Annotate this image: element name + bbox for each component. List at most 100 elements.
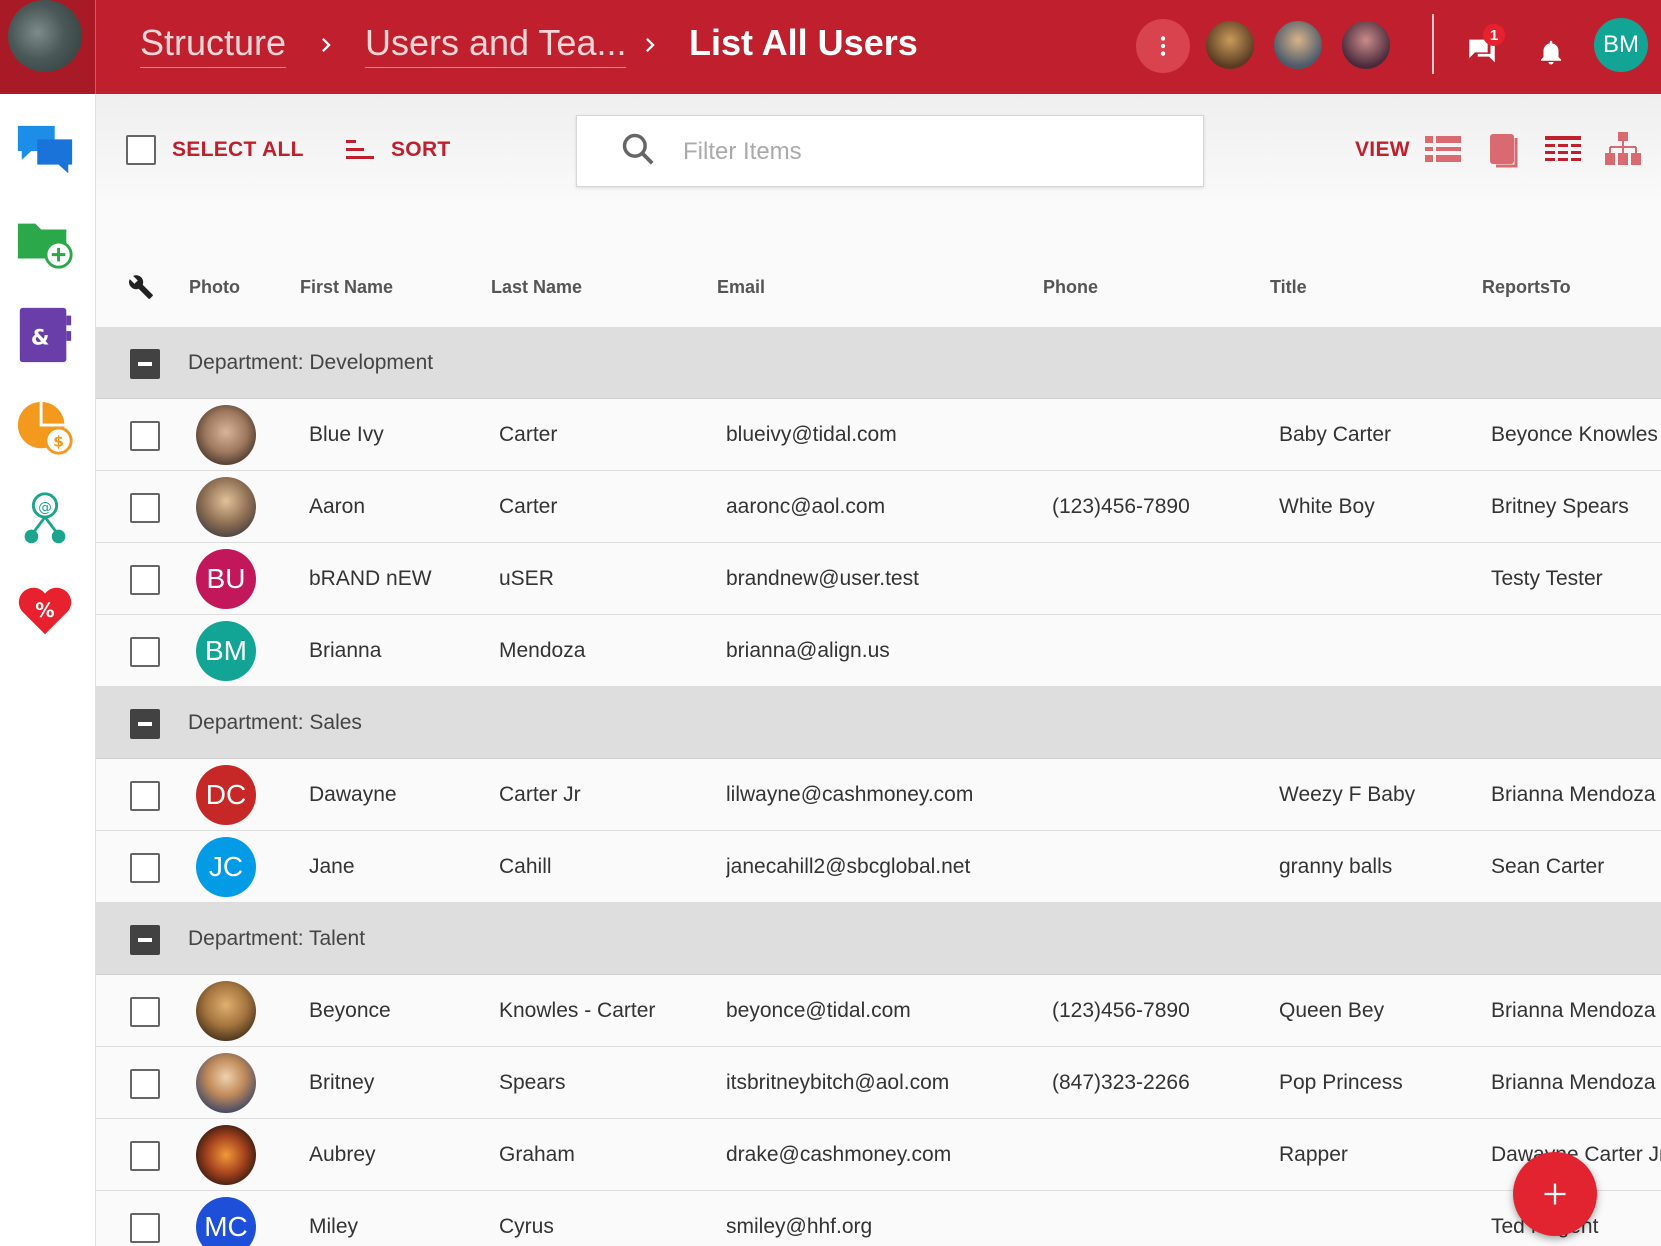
sort-icon[interactable] xyxy=(346,138,376,162)
cell-title: Rapper xyxy=(1279,1143,1348,1166)
list-view-icon[interactable] xyxy=(1423,130,1463,170)
collaborator-avatar[interactable] xyxy=(1204,19,1256,71)
filter-input[interactable] xyxy=(683,134,1163,170)
user-avatar[interactable]: BM xyxy=(1594,18,1648,72)
plus-icon xyxy=(1544,1183,1566,1205)
table-row[interactable]: Britney Spears itsbritneybitch@aol.com (… xyxy=(96,1047,1661,1119)
user-initials-avatar: BU xyxy=(196,549,256,609)
row-checkbox[interactable] xyxy=(130,493,160,523)
cell-reports-to: Beyonce Knowles - xyxy=(1491,423,1661,446)
collapse-group-icon[interactable] xyxy=(130,349,160,379)
table-row[interactable]: DC Dawayne Carter Jr lilwayne@cashmoney.… xyxy=(96,759,1661,831)
table-row[interactable]: BM Brianna Mendoza brianna@align.us xyxy=(96,615,1661,687)
table-row[interactable]: MC Miley Cyrus smiley@hhf.org Ted Nugent xyxy=(96,1191,1661,1246)
table-row[interactable]: Beyonce Knowles - Carter beyonce@tidal.c… xyxy=(96,975,1661,1047)
chat-bubbles-icon[interactable] xyxy=(14,120,76,182)
collaborator-avatar[interactable] xyxy=(1340,19,1392,71)
row-checkbox[interactable] xyxy=(130,1141,160,1171)
user-photo xyxy=(196,405,256,465)
row-checkbox[interactable] xyxy=(130,1213,160,1243)
cell-last-name: Knowles - Carter xyxy=(499,999,656,1022)
column-header-phone[interactable]: Phone xyxy=(1043,277,1099,297)
heart-percent-icon[interactable]: % xyxy=(14,580,76,642)
cell-title: Queen Bey xyxy=(1279,999,1385,1022)
cell-last-name: Mendoza xyxy=(499,639,586,662)
column-header-last-name[interactable]: Last Name xyxy=(491,277,583,297)
cell-first-name: bRAND nEW xyxy=(309,567,432,590)
sort-button[interactable]: SORT xyxy=(391,138,451,161)
row-checkbox[interactable] xyxy=(130,637,160,667)
cell-phone: (847)323-2266 xyxy=(1052,1071,1190,1094)
card-view-icon[interactable] xyxy=(1484,130,1524,170)
svg-text:%: % xyxy=(35,599,54,622)
collapse-group-icon[interactable] xyxy=(130,925,160,955)
row-checkbox[interactable] xyxy=(130,421,160,451)
org-chart-view-icon[interactable] xyxy=(1603,130,1643,170)
cell-email: janecahill2@sbcglobal.net xyxy=(726,855,971,878)
cell-email: blueivy@tidal.com xyxy=(726,423,897,446)
add-user-button[interactable] xyxy=(1513,1152,1597,1236)
cell-phone: (123)456-7890 xyxy=(1052,999,1190,1022)
column-header-first-name[interactable]: First Name xyxy=(300,277,394,297)
select-all-checkbox[interactable] xyxy=(126,135,156,165)
cell-last-name: Cahill xyxy=(499,855,552,878)
cell-first-name: Blue Ivy xyxy=(309,423,384,446)
notification-badge: 1 xyxy=(1483,24,1505,46)
table-row[interactable]: Aubrey Graham drake@cashmoney.com Rapper… xyxy=(96,1119,1661,1191)
column-header-photo[interactable]: Photo xyxy=(189,277,240,297)
table-row[interactable]: Blue Ivy Carter blueivy@tidal.com Baby C… xyxy=(96,399,1661,471)
cell-last-name: Carter xyxy=(499,423,558,446)
cell-last-name: Graham xyxy=(499,1143,575,1166)
wrench-icon[interactable] xyxy=(128,274,154,300)
row-checkbox[interactable] xyxy=(130,997,160,1027)
column-header-reports-to[interactable]: ReportsTo xyxy=(1482,277,1571,297)
table-row[interactable]: BU bRAND nEW uSER brandnew@user.test Tes… xyxy=(96,543,1661,615)
table-row[interactable]: JC Jane Cahill janecahill2@sbcglobal.net… xyxy=(96,831,1661,903)
contacts-book-icon[interactable]: & xyxy=(14,304,76,366)
user-photo xyxy=(196,981,256,1041)
row-checkbox[interactable] xyxy=(130,781,160,811)
app-logo[interactable] xyxy=(0,0,96,94)
cell-email: beyonce@tidal.com xyxy=(726,999,911,1022)
table-row[interactable]: Aaron Carter aaronc@aol.com (123)456-789… xyxy=(96,471,1661,543)
user-photo xyxy=(196,1125,256,1185)
group-header-sales[interactable]: Department: Sales xyxy=(96,687,1661,759)
column-header-title[interactable]: Title xyxy=(1270,277,1307,297)
bell-icon[interactable] xyxy=(1536,36,1566,68)
cell-email: aaronc@aol.com xyxy=(726,495,886,518)
breadcrumb-structure[interactable]: Structure xyxy=(140,22,287,68)
group-header-talent[interactable]: Department: Talent xyxy=(96,903,1661,975)
row-checkbox[interactable] xyxy=(130,565,160,595)
cell-reports-to: Testy Tester xyxy=(1491,567,1603,590)
row-checkbox[interactable] xyxy=(130,1069,160,1099)
more-options-button[interactable] xyxy=(1136,19,1190,73)
table-header: Photo First Name Last Name Email Phone T… xyxy=(96,255,1661,327)
table-view-icon[interactable] xyxy=(1543,130,1583,170)
breadcrumb-users-and-teams[interactable]: Users and Tea... xyxy=(365,22,627,68)
search-icon xyxy=(622,133,654,165)
cell-first-name: Beyonce xyxy=(309,999,391,1022)
cell-last-name: Spears xyxy=(499,1071,566,1094)
user-table-body: Department: Development Blue Ivy Carter … xyxy=(96,327,1661,1246)
pie-chart-dollar-icon[interactable]: $ xyxy=(14,396,76,458)
cell-last-name: Carter Jr xyxy=(499,783,581,806)
column-header-email[interactable]: Email xyxy=(717,277,766,297)
cell-first-name: Brianna xyxy=(309,639,382,662)
cell-email: drake@cashmoney.com xyxy=(726,1143,952,1166)
cell-email: itsbritneybitch@aol.com xyxy=(726,1071,950,1094)
cell-reports-to: Britney Spears xyxy=(1491,495,1629,518)
org-network-icon[interactable]: @ xyxy=(14,488,76,550)
row-checkbox[interactable] xyxy=(130,853,160,883)
collapse-group-icon[interactable] xyxy=(130,709,160,739)
folder-add-icon[interactable] xyxy=(14,212,76,274)
chat-icon[interactable] xyxy=(1465,34,1499,68)
header-divider xyxy=(1432,14,1434,74)
cell-title: Pop Princess xyxy=(1279,1071,1403,1094)
collaborator-avatar[interactable] xyxy=(1272,19,1324,71)
select-all-label[interactable]: SELECT ALL xyxy=(172,138,304,161)
user-photo xyxy=(196,1053,256,1113)
cell-title: Weezy F Baby xyxy=(1279,783,1416,806)
group-header-development[interactable]: Department: Development xyxy=(96,327,1661,399)
cell-email: smiley@hhf.org xyxy=(726,1215,873,1238)
user-initials-avatar: JC xyxy=(196,837,256,897)
